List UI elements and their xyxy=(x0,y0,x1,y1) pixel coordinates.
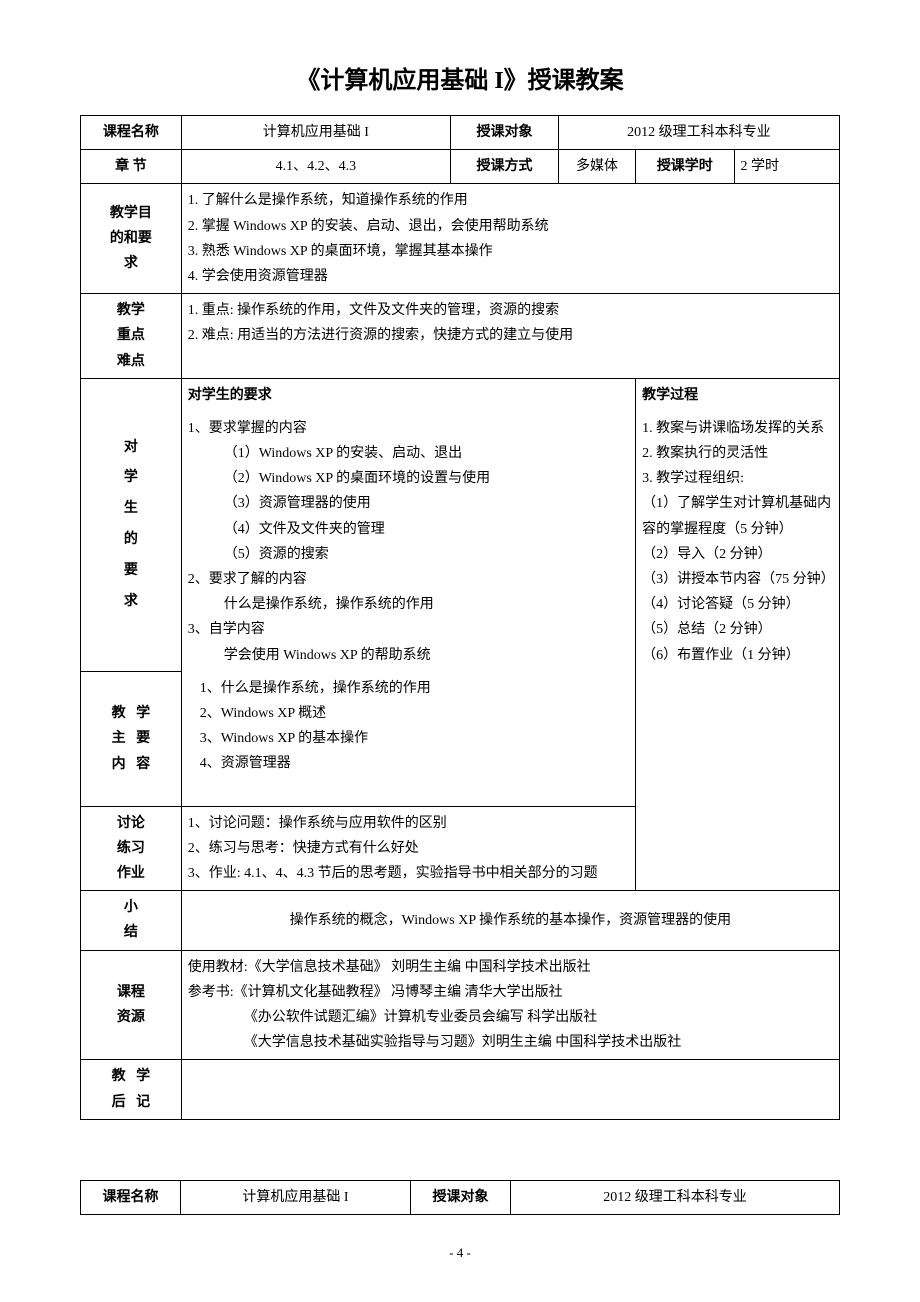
heading-student-req: 对学生的要求 xyxy=(181,378,635,412)
pr-7: （4）讨论答疑（5 分钟） xyxy=(642,592,833,617)
sr-l1-3: （3）资源管理器的使用 xyxy=(188,491,629,516)
row-chapter: 章 节 4.1、4.2、4.3 授课方式 多媒体 授课学时 2 学时 xyxy=(81,150,840,184)
sr-l1-5: （5）资源的搜索 xyxy=(188,542,629,567)
label-notes: 教 学后 记 xyxy=(81,1060,182,1119)
mc-3: 3、Windows XP 的基本操作 xyxy=(188,726,629,751)
row-summary: 小结 操作系统的概念，Windows XP 操作系统的基本操作，资源管理器的使用 xyxy=(81,891,840,950)
pr-5: （2）导入（2 分钟） xyxy=(642,542,833,567)
document-title: 《计算机应用基础 I》授课教案 xyxy=(80,60,840,95)
val-summary: 操作系统的概念，Windows XP 操作系统的基本操作，资源管理器的使用 xyxy=(181,891,839,950)
label-summary: 小结 xyxy=(81,891,182,950)
val-chapter: 4.1、4.2、4.3 xyxy=(181,150,450,184)
label-discussion: 讨论练习作业 xyxy=(81,806,182,891)
label-main-content: 教 学主 要内 容 xyxy=(81,672,182,806)
val-student-req: 1、要求掌握的内容 （1）Windows XP 的安装、启动、退出 （2）Win… xyxy=(181,412,635,672)
sr-l1-2: （2）Windows XP 的桌面环境的设置与使用 xyxy=(188,466,629,491)
label-audience: 授课对象 xyxy=(451,116,559,150)
val-discussion: 1、讨论问题：操作系统与应用软件的区别 2、练习与思考：快捷方式有什么好处 3、… xyxy=(181,806,635,891)
label-course-name: 课程名称 xyxy=(81,116,182,150)
pr-2: 2. 教案执行的灵活性 xyxy=(642,441,833,466)
label-objectives: 教学目的和要求 xyxy=(81,184,182,294)
sr-l1-1: （1）Windows XP 的安装、启动、退出 xyxy=(188,441,629,466)
row-resources: 课程资源 使用教材:《大学信息技术基础》 刘明生主编 中国科学技术出版社 参考书… xyxy=(81,950,840,1060)
label-next-course: 课程名称 xyxy=(81,1180,181,1214)
mc-2: 2、Windows XP 概述 xyxy=(188,701,629,726)
val-process: 1. 教案与讲课临场发挥的关系 2. 教案执行的灵活性 3. 教学过程组织: （… xyxy=(636,412,840,891)
sr-l1: 1、要求掌握的内容 xyxy=(188,416,629,441)
label-student-req: 对学生的要求 xyxy=(81,378,182,672)
sr-l2: 2、要求了解的内容 xyxy=(188,567,629,592)
pr-4: （1）了解学生对计算机基础内容的掌握程度（5 分钟） xyxy=(642,491,833,541)
disc-3: 3、作业: 4.1、4、4.3 节后的思考题，实验指导书中相关部分的习题 xyxy=(188,861,629,886)
sr-l1-4: （4）文件及文件夹的管理 xyxy=(188,517,629,542)
mc-1: 1、什么是操作系统，操作系统的作用 xyxy=(188,676,629,701)
sr-l3: 3、自学内容 xyxy=(188,617,629,642)
disc-1: 1、讨论问题：操作系统与应用软件的区别 xyxy=(188,811,629,836)
val-resources: 使用教材:《大学信息技术基础》 刘明生主编 中国科学技术出版社 参考书:《计算机… xyxy=(181,950,839,1060)
row-course-name: 课程名称 计算机应用基础 I 授课对象 2012 级理工科本科专业 xyxy=(81,116,840,150)
res-1: 使用教材:《大学信息技术基础》 刘明生主编 中国科学技术出版社 xyxy=(188,955,833,980)
res-3: 《办公软件试题汇编》计算机专业委员会编写 科学出版社 xyxy=(188,1005,833,1030)
label-chapter: 章 节 xyxy=(81,150,182,184)
label-next-audience: 授课对象 xyxy=(411,1180,511,1214)
pr-6: （3）讲授本节内容（75 分钟） xyxy=(642,567,833,592)
sr-l3-1: 学会使用 Windows XP 的帮助系统 xyxy=(188,643,629,668)
val-next-audience: 2012 级理工科本科专业 xyxy=(511,1180,840,1214)
kp-item-2: 2. 难点: 用适当的方法进行资源的搜索，快捷方式的建立与使用 xyxy=(188,323,833,348)
pr-9: （6）布置作业（1 分钟） xyxy=(642,643,833,668)
val-course-name: 计算机应用基础 I xyxy=(181,116,450,150)
val-audience: 2012 级理工科本科专业 xyxy=(558,116,839,150)
val-method: 多媒体 xyxy=(558,150,635,184)
page-number: - 4 - xyxy=(80,1245,840,1261)
row-next-course: 课程名称 计算机应用基础 I 授课对象 2012 级理工科本科专业 xyxy=(81,1180,840,1214)
pr-1: 1. 教案与讲课临场发挥的关系 xyxy=(642,416,833,441)
val-main-content: 1、什么是操作系统，操作系统的作用 2、Windows XP 概述 3、Wind… xyxy=(181,672,635,806)
val-keypoints: 1. 重点: 操作系统的作用，文件及文件夹的管理，资源的搜索 2. 难点: 用适… xyxy=(181,294,839,379)
obj-item-1: 1. 了解什么是操作系统，知道操作系统的作用 xyxy=(188,188,833,213)
row-student-req: 对学生的要求 对学生的要求 教学过程 xyxy=(81,378,840,412)
label-resources: 课程资源 xyxy=(81,950,182,1060)
heading-process: 教学过程 xyxy=(636,378,840,412)
row-keypoints: 教学重点难点 1. 重点: 操作系统的作用，文件及文件夹的管理，资源的搜索 2.… xyxy=(81,294,840,379)
sr-l2-1: 什么是操作系统，操作系统的作用 xyxy=(188,592,629,617)
label-keypoints: 教学重点难点 xyxy=(81,294,182,379)
row-notes: 教 学后 记 xyxy=(81,1060,840,1119)
lesson-plan-table: 课程名称 计算机应用基础 I 授课对象 2012 级理工科本科专业 章 节 4.… xyxy=(80,115,840,1120)
label-hours: 授课学时 xyxy=(636,150,734,184)
pr-3: 3. 教学过程组织: xyxy=(642,466,833,491)
pr-8: （5）总结（2 分钟） xyxy=(642,617,833,642)
disc-2: 2、练习与思考：快捷方式有什么好处 xyxy=(188,836,629,861)
obj-item-4: 4. 学会使用资源管理器 xyxy=(188,264,833,289)
val-hours: 2 学时 xyxy=(734,150,840,184)
kp-item-1: 1. 重点: 操作系统的作用，文件及文件夹的管理，资源的搜索 xyxy=(188,298,833,323)
mc-4: 4、资源管理器 xyxy=(188,751,629,776)
res-2: 参考书:《计算机文化基础教程》 冯博琴主编 清华大学出版社 xyxy=(188,980,833,1005)
obj-item-2: 2. 掌握 Windows XP 的安装、启动、退出，会使用帮助系统 xyxy=(188,214,833,239)
val-next-course: 计算机应用基础 I xyxy=(181,1180,411,1214)
res-4: 《大学信息技术基础实验指导与习题》刘明生主编 中国科学技术出版社 xyxy=(188,1030,833,1055)
next-page-table: 课程名称 计算机应用基础 I 授课对象 2012 级理工科本科专业 xyxy=(80,1180,840,1215)
label-method: 授课方式 xyxy=(451,150,559,184)
val-notes xyxy=(181,1060,839,1119)
val-objectives: 1. 了解什么是操作系统，知道操作系统的作用 2. 掌握 Windows XP … xyxy=(181,184,839,294)
obj-item-3: 3. 熟悉 Windows XP 的桌面环境，掌握其基本操作 xyxy=(188,239,833,264)
row-objectives: 教学目的和要求 1. 了解什么是操作系统，知道操作系统的作用 2. 掌握 Win… xyxy=(81,184,840,294)
